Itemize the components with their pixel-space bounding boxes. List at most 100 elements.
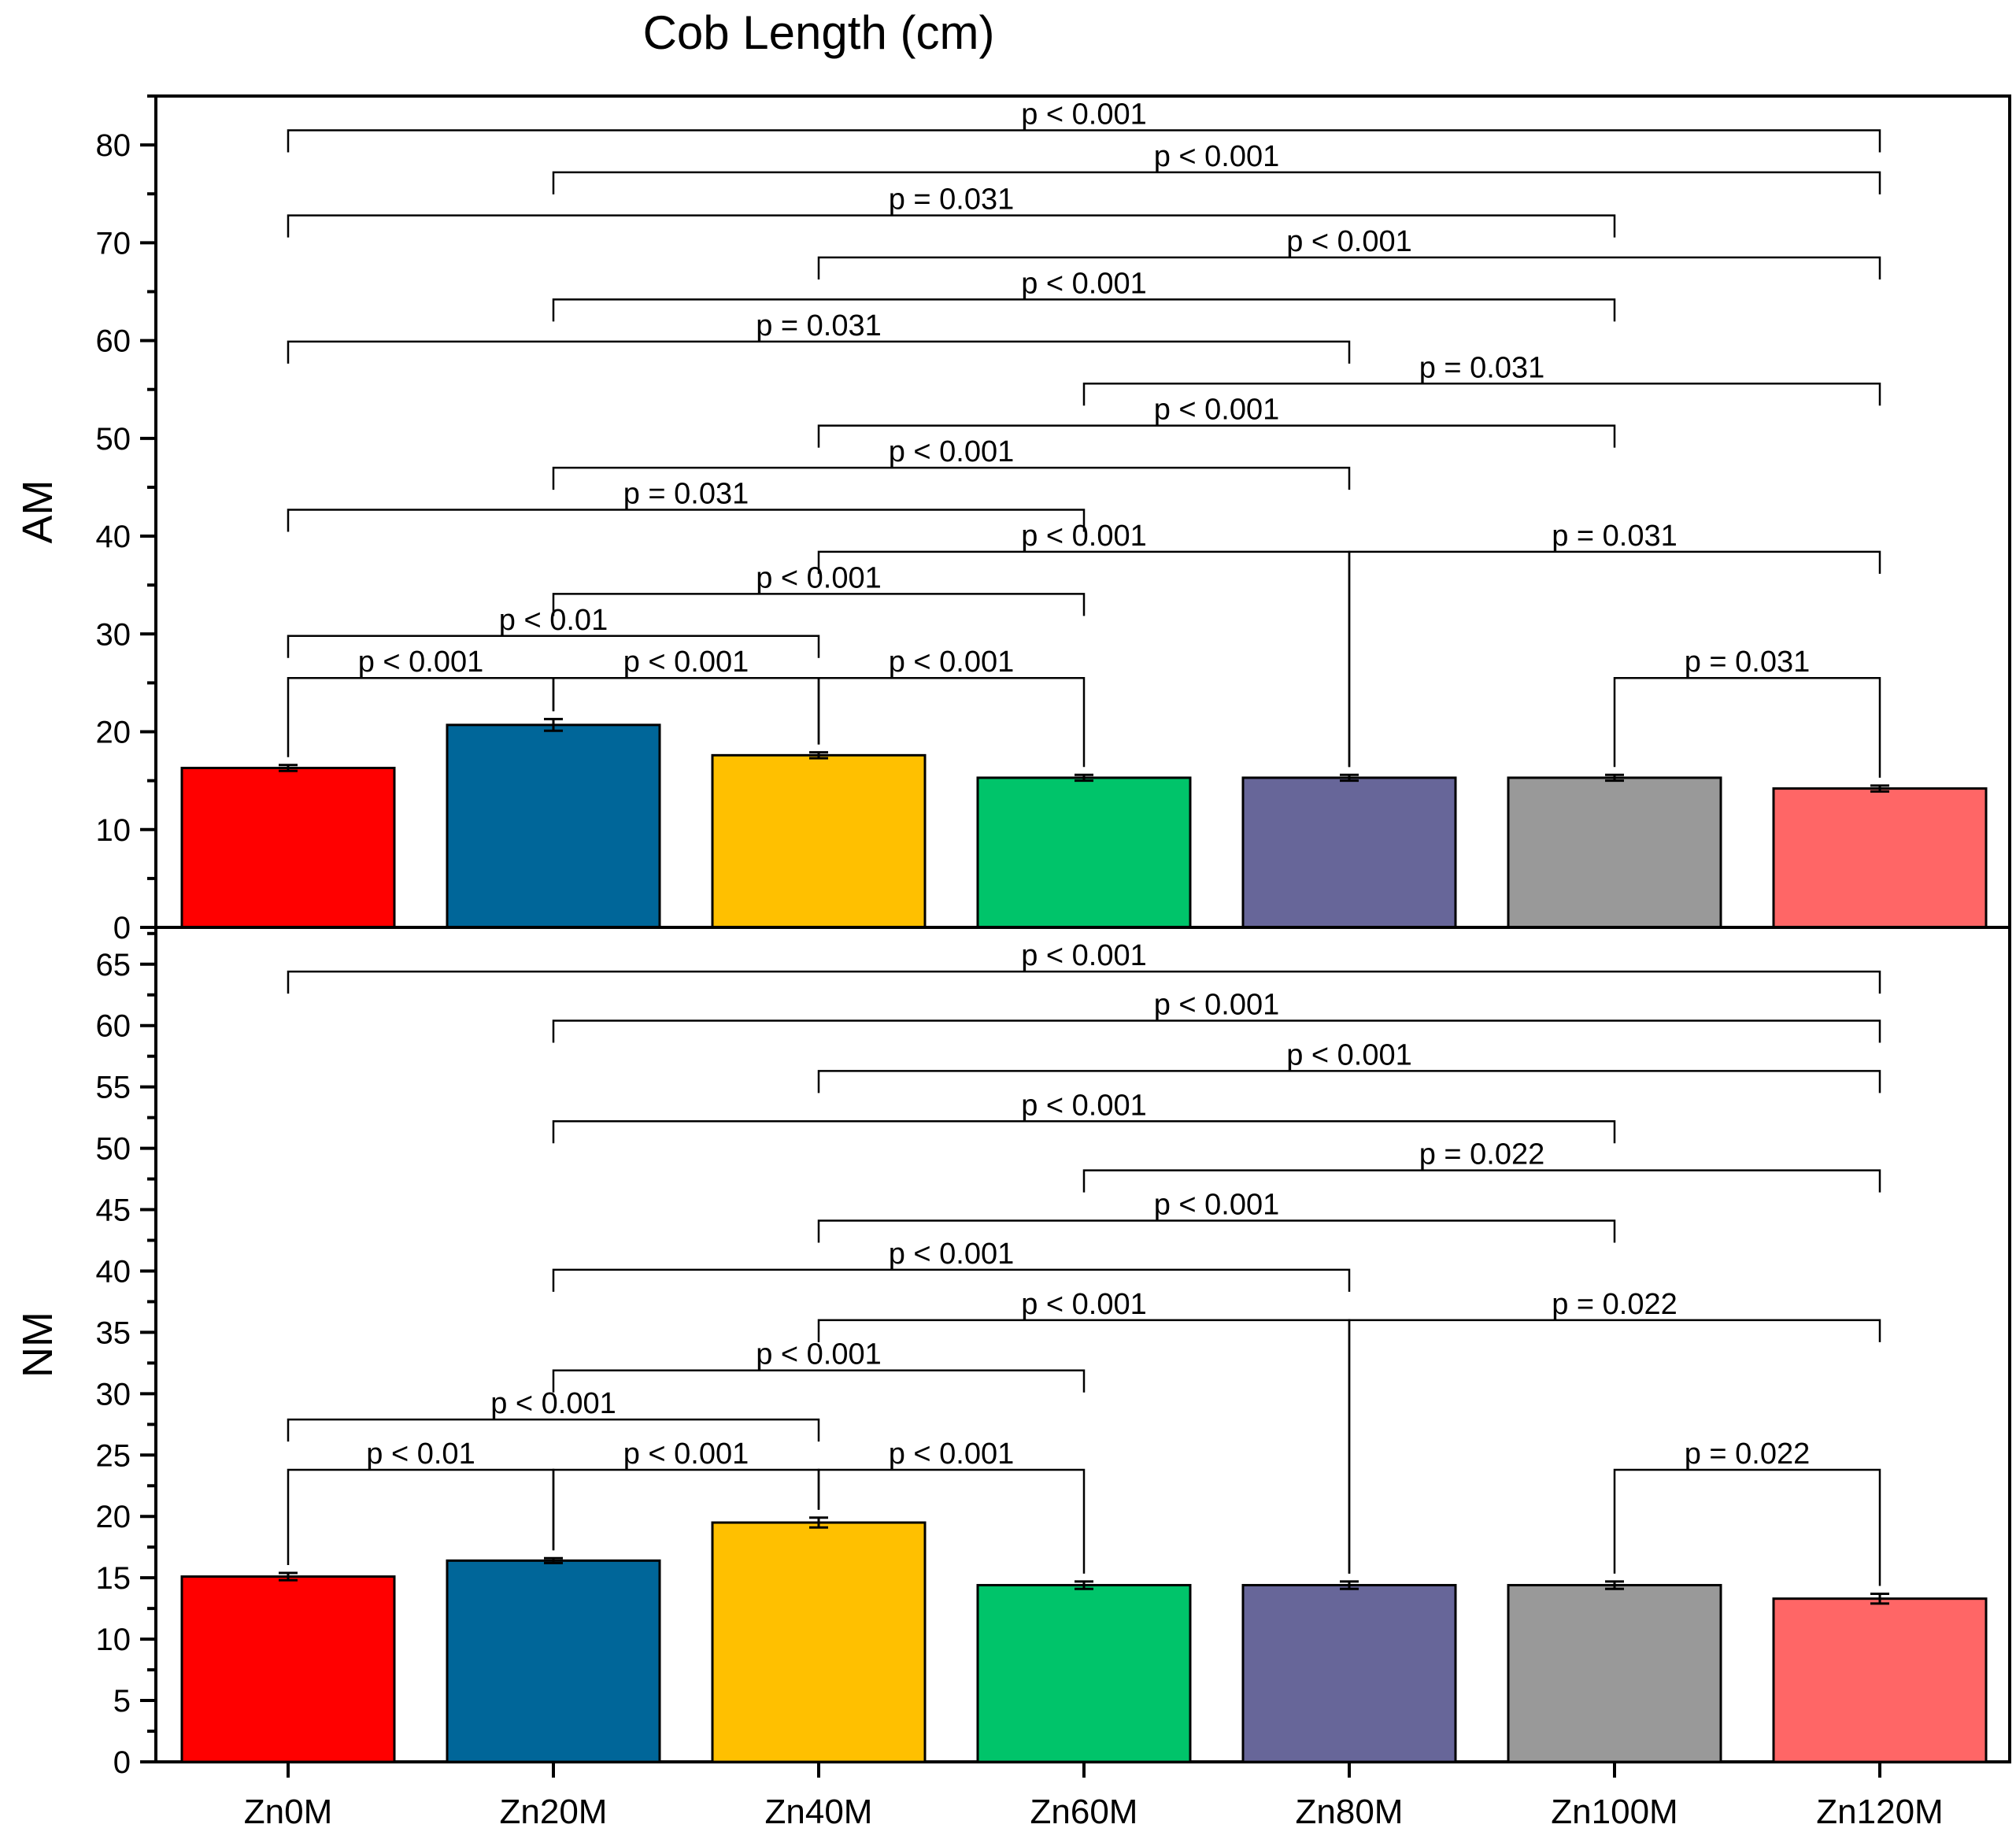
error-bar-zn120m	[1870, 784, 1889, 793]
p-value-label: p < 0.001	[1154, 1189, 1280, 1222]
y-tick-label: 0	[113, 911, 131, 945]
p-value-label: p < 0.001	[1021, 939, 1147, 972]
significance-bracket: p < 0.001	[817, 1438, 1086, 1574]
error-bar-zn0m	[279, 1571, 298, 1582]
p-value-label: p = 0.031	[1419, 351, 1545, 384]
significance-bracket: p = 0.031	[287, 309, 1351, 364]
significance-bracket: p < 0.01	[287, 1438, 555, 1565]
p-value-label: p = 0.031	[889, 183, 1015, 216]
chart-title: Cob Length (cm)	[643, 6, 995, 59]
error-bar-zn0m	[279, 764, 298, 772]
y-tick-label: 35	[96, 1315, 131, 1350]
significance-bracket: p = 0.031	[1082, 351, 1881, 406]
p-value-label: p < 0.001	[490, 1387, 616, 1420]
p-value-label: p < 0.001	[1021, 98, 1147, 131]
bar-zn120m	[1772, 1597, 1988, 1763]
bar-zn100m	[1507, 1584, 1722, 1763]
p-value-label: p < 0.001	[1154, 140, 1280, 173]
p-value-label: p < 0.001	[1021, 1288, 1147, 1321]
bracket-line	[552, 171, 1881, 194]
y-tick-label: 10	[96, 813, 131, 848]
significance-bracket: p < 0.001	[552, 1238, 1351, 1292]
significance-bracket: p < 0.001	[552, 561, 1086, 616]
p-value-label: p < 0.001	[1154, 988, 1280, 1021]
significance-bracket: p < 0.001	[287, 939, 1881, 994]
bar-zn60m	[976, 1584, 1192, 1763]
significance-bracket: p < 0.001	[552, 140, 1881, 194]
bar-zn40m	[711, 753, 927, 929]
y-tick-label: 20	[96, 716, 131, 750]
y-tick-label: 0	[113, 1745, 131, 1780]
bar-zn80m	[1241, 776, 1457, 929]
bar-zn20m	[446, 1559, 661, 1763]
error-bar-zn100m	[1605, 773, 1624, 783]
y-tick-label: 10	[96, 1623, 131, 1657]
error-bar-zn120m	[1870, 1592, 1889, 1605]
significance-bracket: p < 0.001	[552, 435, 1351, 490]
error-bar-zn40m	[809, 1516, 828, 1529]
bar-zn0m	[180, 766, 396, 929]
y-tick-label: 80	[96, 128, 131, 163]
p-value-label: p < 0.01	[366, 1438, 475, 1471]
bracket-line	[552, 1369, 1086, 1393]
error-bar-zn100m	[1605, 1580, 1624, 1590]
p-value-label: p = 0.022	[1419, 1138, 1545, 1171]
bar-zn0m	[180, 1575, 396, 1763]
y-tick-label: 40	[96, 1254, 131, 1289]
p-value-label: p < 0.001	[889, 1238, 1015, 1271]
significance-bracket: p < 0.001	[817, 520, 1351, 768]
y-tick-label: 65	[96, 948, 131, 982]
significance-bracket: p < 0.001	[552, 646, 820, 745]
p-value-label: p = 0.022	[1685, 1438, 1811, 1471]
p-value-label: p = 0.022	[1552, 1288, 1678, 1321]
significance-bracket: p < 0.001	[552, 1338, 1086, 1393]
significance-bracket: p < 0.001	[817, 1189, 1616, 1243]
y-tick-label: 45	[96, 1193, 131, 1228]
p-value-label: p < 0.001	[1021, 267, 1147, 300]
p-value-label: p < 0.001	[358, 646, 484, 679]
significance-bracket: p = 0.022	[1613, 1438, 1881, 1586]
significance-bracket: p < 0.001	[552, 988, 1881, 1043]
bar-zn100m	[1507, 776, 1722, 929]
y-tick-label: 40	[96, 520, 131, 554]
y-tick-label: 30	[96, 617, 131, 652]
y-tick-label: 25	[96, 1438, 131, 1473]
significance-bracket: p < 0.01	[287, 604, 820, 658]
bracket-line	[1082, 383, 1881, 406]
bracket-line	[287, 340, 1351, 364]
p-value-label: p < 0.001	[889, 435, 1015, 468]
bracket-line	[552, 593, 1086, 616]
significance-bracket: p = 0.022	[1348, 1288, 1881, 1574]
significance-bracket: p < 0.001	[552, 1438, 820, 1551]
p-value-label: p < 0.001	[889, 646, 1015, 679]
p-value-label: p = 0.031	[756, 309, 882, 342]
significance-bracket: p < 0.001	[287, 98, 1881, 153]
p-value-label: p < 0.01	[499, 604, 608, 637]
significance-bracket: p < 0.001	[817, 394, 1616, 448]
p-value-label: p < 0.001	[623, 646, 749, 679]
bracket-line	[287, 1418, 820, 1442]
x-tick-label-zn60m: Zn60M	[1030, 1793, 1138, 1828]
bracket-line	[1082, 1169, 1881, 1193]
significance-bracket: p < 0.001	[287, 1387, 820, 1442]
error-bar-zn80m	[1340, 1580, 1359, 1590]
bracket-line	[1613, 1468, 1881, 1586]
bracket-line	[552, 1120, 1616, 1144]
p-value-label: p = 0.031	[1685, 646, 1811, 679]
bracket-line	[552, 1268, 1351, 1292]
significance-bracket: p < 0.001	[817, 1038, 1881, 1093]
y-tick-label: 30	[96, 1377, 131, 1412]
error-bar-zn20m	[544, 1556, 563, 1564]
bracket-line	[817, 424, 1616, 448]
significance-bracket: p = 0.022	[1082, 1138, 1881, 1193]
error-bar-zn80m	[1340, 773, 1359, 783]
bracket-line	[1348, 1319, 1881, 1574]
y-tick-label: 50	[96, 422, 131, 457]
y-axis-label: AM	[14, 480, 61, 544]
bracket-line	[817, 1070, 1881, 1093]
significance-bracket: p < 0.001	[552, 1089, 1616, 1144]
